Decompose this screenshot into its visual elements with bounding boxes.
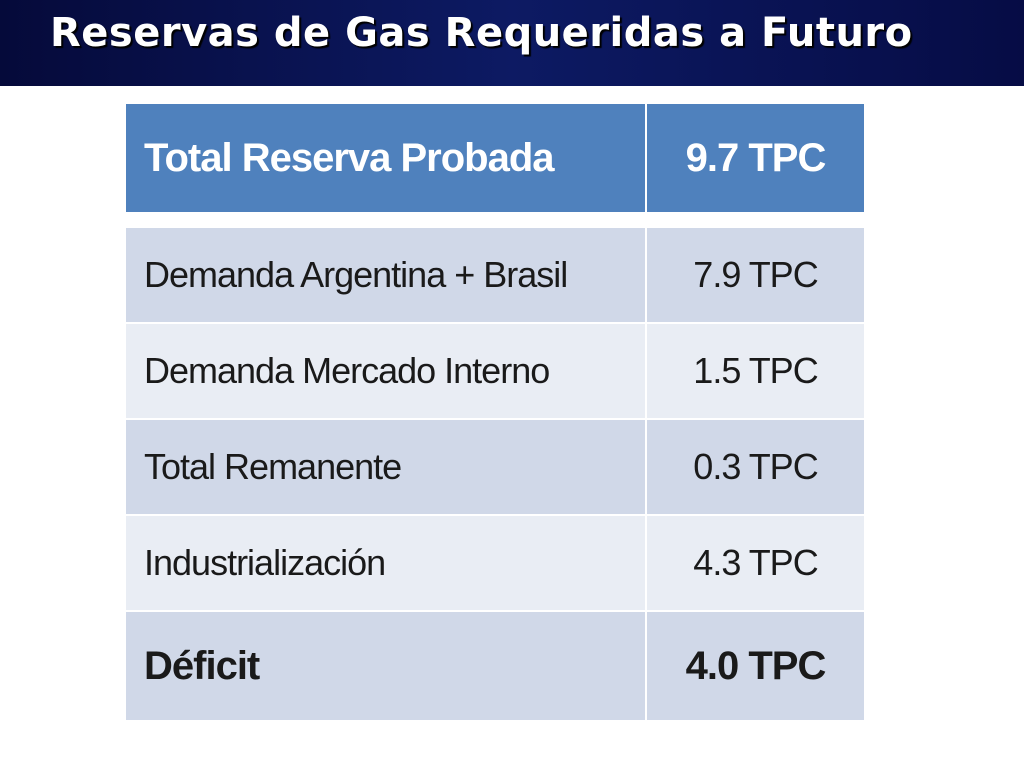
header-value-cell: 9.7 TPC: [645, 104, 864, 212]
row-label-cell: Demanda Argentina + Brasil: [126, 226, 646, 323]
slide-title: Reservas de Gas Requeridas a Futuro: [50, 10, 913, 56]
table-row: Demanda Argentina + Brasil 7.9 TPC: [126, 226, 864, 323]
table-row: Total Remanente 0.3 TPC: [126, 418, 864, 515]
table-total-row: Déficit 4.0 TPC: [126, 610, 864, 720]
row-value-cell: 0.3 TPC: [645, 418, 864, 515]
total-label-cell: Déficit: [126, 610, 646, 720]
title-bar: Reservas de Gas Requeridas a Futuro: [0, 0, 1024, 86]
table-header-row: Total Reserva Probada 9.7 TPC: [126, 104, 864, 212]
table-row: Industrialización 4.3 TPC: [126, 514, 864, 611]
row-value-cell: 1.5 TPC: [645, 322, 864, 419]
total-value-cell: 4.0 TPC: [645, 610, 864, 720]
table-spacer: [126, 212, 864, 227]
row-label-cell: Demanda Mercado Interno: [126, 322, 646, 419]
header-label-cell: Total Reserva Probada: [126, 104, 646, 212]
row-label-cell: Industrialización: [126, 514, 646, 611]
row-label-cell: Total Remanente: [126, 418, 646, 515]
reserves-table-container: Total Reserva Probada 9.7 TPC Demanda Ar…: [126, 104, 864, 720]
reserves-table: Total Reserva Probada 9.7 TPC Demanda Ar…: [126, 104, 864, 720]
table-row: Demanda Mercado Interno 1.5 TPC: [126, 322, 864, 419]
row-value-cell: 7.9 TPC: [645, 226, 864, 323]
row-value-cell: 4.3 TPC: [645, 514, 864, 611]
